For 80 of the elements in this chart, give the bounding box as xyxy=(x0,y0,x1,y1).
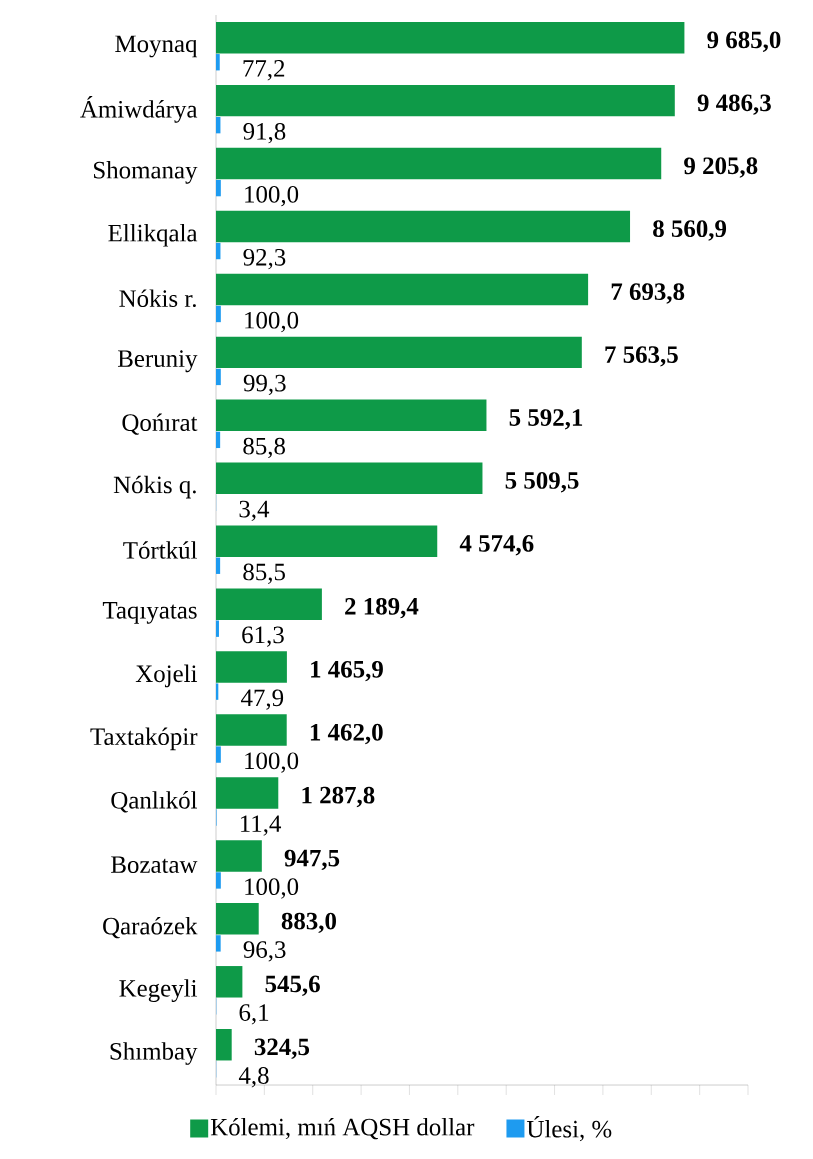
data-label: 61,3 xyxy=(242,626,284,647)
y-tick-label: Ámiwdárya xyxy=(80,96,198,123)
bar xyxy=(216,462,483,494)
bar xyxy=(216,273,589,306)
data-label: 77,2 xyxy=(243,60,285,81)
bar xyxy=(216,84,675,117)
data-label: 883,0 xyxy=(281,912,336,934)
y-tick-label: Ellikqala xyxy=(108,224,198,247)
bar xyxy=(216,557,221,574)
data-label: 7 563,5 xyxy=(605,346,678,367)
data-label: 100,0 xyxy=(245,311,299,333)
bar xyxy=(216,54,220,71)
legend-label: Úlesi, % xyxy=(526,1115,612,1142)
data-label: 100,0 xyxy=(245,878,299,899)
data-label: 11,4 xyxy=(240,815,282,836)
y-tick-label: Taqıyatas xyxy=(102,602,197,624)
bar xyxy=(216,431,221,449)
data-label: 85,8 xyxy=(243,437,285,459)
y-tick-label: Qońırat xyxy=(122,413,198,435)
data-label: 4 574,6 xyxy=(459,535,534,556)
data-label: 99,3 xyxy=(243,374,286,396)
data-label: 91,8 xyxy=(243,122,286,144)
bar xyxy=(216,1029,232,1061)
y-tick-label: Xojeli xyxy=(135,664,198,688)
data-label: 96,3 xyxy=(243,941,286,962)
bar xyxy=(216,179,221,197)
bar xyxy=(216,305,221,323)
bar xyxy=(216,935,221,952)
bar xyxy=(216,620,219,637)
data-label: 9 685,0 xyxy=(707,31,781,52)
data-label: 324,5 xyxy=(254,1038,310,1059)
bar xyxy=(216,903,259,935)
bar xyxy=(216,966,243,998)
data-label: 2 189,4 xyxy=(345,597,419,619)
bar xyxy=(216,21,685,54)
data-label: 9 205,8 xyxy=(684,157,758,178)
data-label: 4,8 xyxy=(238,1067,269,1088)
bar xyxy=(216,336,582,369)
data-label: 8 560,9 xyxy=(653,220,727,241)
y-tick-label: Nókis r. xyxy=(119,289,196,308)
data-label: 7 693,8 xyxy=(611,283,685,304)
data-label: 100,0 xyxy=(245,185,299,207)
y-tick-label: Taxtakópir xyxy=(90,727,198,751)
bar xyxy=(216,588,322,620)
data-label: 1 287,8 xyxy=(302,786,375,808)
y-tick-label: Shımbay xyxy=(110,1042,198,1065)
bar xyxy=(216,368,221,386)
bar xyxy=(216,147,662,180)
y-tick-label: Moynaq xyxy=(115,35,198,58)
bar xyxy=(216,872,221,889)
data-label: 545,6 xyxy=(265,975,320,996)
bar xyxy=(216,399,487,432)
bar xyxy=(216,651,287,683)
y-tick-label: Beruniy xyxy=(117,350,198,373)
y-tick-label: Tórtkúl xyxy=(123,541,198,559)
data-label: 1 462,0 xyxy=(310,723,383,745)
data-label: 1 465,9 xyxy=(311,660,383,682)
bar xyxy=(216,210,631,243)
bar xyxy=(216,714,287,746)
y-tick-label: Kegeyli xyxy=(119,979,198,1002)
data-label: 47,9 xyxy=(241,689,284,710)
bar xyxy=(216,525,438,557)
data-label: 5 592,1 xyxy=(509,409,583,430)
data-label: 92,3 xyxy=(243,248,286,270)
y-tick-label: Shomanay xyxy=(94,161,198,184)
data-label: 5 509,5 xyxy=(505,472,579,493)
data-label: 3,4 xyxy=(239,500,270,521)
y-tick-label: Nókis q. xyxy=(113,475,196,499)
legend-label: Kólemi, mıń AQSH dollar xyxy=(210,1117,475,1140)
data-label: 947,5 xyxy=(284,849,340,871)
bar xyxy=(216,777,279,809)
data-label: 9 486,3 xyxy=(697,94,771,115)
y-tick-label: Bozataw xyxy=(111,856,198,873)
data-label: 100,0 xyxy=(245,752,299,773)
data-label: 85,5 xyxy=(243,563,285,584)
data-label: 6,1 xyxy=(239,1004,269,1025)
y-tick-label: Qaraózek xyxy=(103,916,198,939)
bar xyxy=(216,840,262,872)
y-tick-label: Qanlıkól xyxy=(111,791,198,813)
bar xyxy=(216,746,221,763)
